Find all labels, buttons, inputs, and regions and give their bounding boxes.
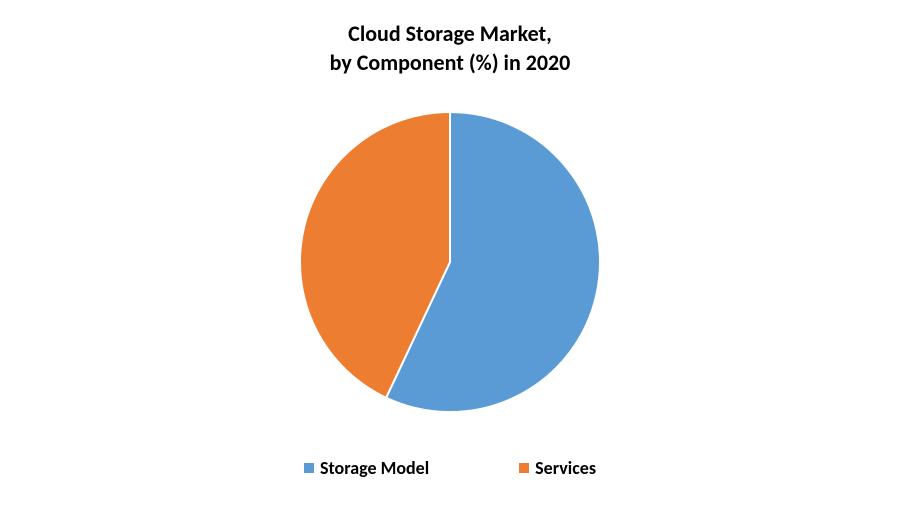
title-line-2: by Component (%) in 2020 (330, 49, 571, 78)
chart-legend: Storage Model Services (304, 457, 596, 479)
legend-item-services: Services (519, 457, 596, 479)
pie-svg (290, 102, 610, 422)
legend-label-storage-model: Storage Model (320, 457, 429, 479)
legend-label-services: Services (535, 457, 596, 479)
pie-chart (290, 102, 610, 427)
legend-marker-services (519, 463, 529, 473)
chart-title: Cloud Storage Market, by Component (%) i… (330, 20, 571, 77)
legend-item-storage-model: Storage Model (304, 457, 429, 479)
title-line-1: Cloud Storage Market, (330, 20, 571, 49)
legend-marker-storage-model (304, 463, 314, 473)
chart-container: Cloud Storage Market, by Component (%) i… (0, 0, 900, 525)
